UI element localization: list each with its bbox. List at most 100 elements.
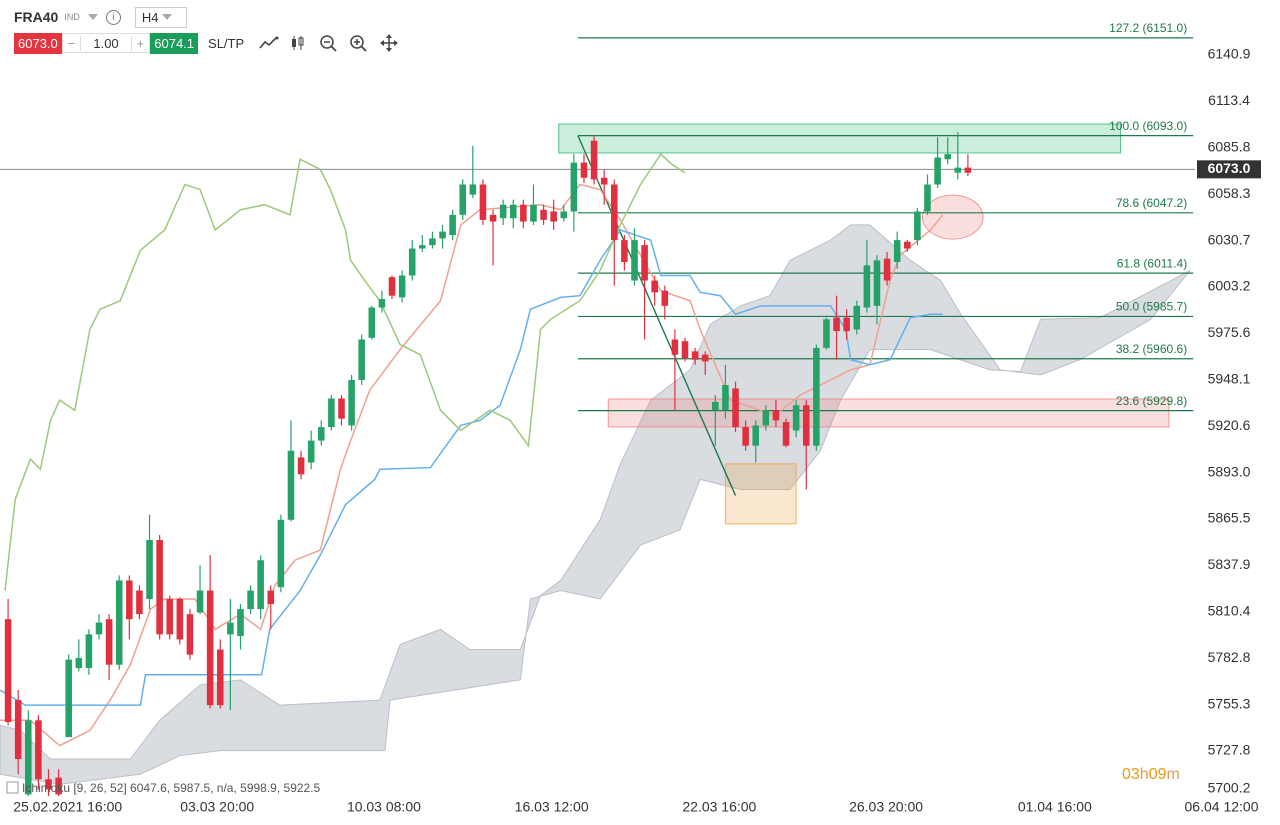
candle-body (216, 649, 224, 706)
candle-icon[interactable] (288, 34, 310, 52)
fib-level-label: 38.2 (5960.6) (1116, 342, 1187, 356)
candle-body (479, 184, 487, 220)
candle-body (742, 427, 749, 446)
indicator-line (0, 183, 944, 747)
candle-body (802, 405, 810, 446)
candle-body (813, 347, 820, 446)
x-tick-label: 10.03 08:00 (347, 799, 421, 815)
y-tick-label: 5727.8 (1208, 742, 1251, 758)
plot-area: 127.2 (6151.0) 100.0 (6093.0) 78.6 (6047.2… (0, 21, 1195, 796)
candle-body (914, 211, 921, 241)
candle-body (651, 280, 658, 293)
candle-body (136, 590, 143, 615)
timer-part: h (1140, 766, 1149, 783)
candle-body (196, 590, 204, 613)
x-tick-label: 22.03 16:00 (682, 799, 756, 815)
candle-body (65, 659, 72, 738)
candle-body (883, 258, 891, 281)
timeframe-select[interactable]: H4 (134, 6, 188, 28)
candle-body (166, 598, 174, 635)
zone-rect (607, 398, 1170, 428)
x-tick-label: 03.03 20:00 (180, 799, 254, 815)
candle-body (631, 240, 638, 281)
candle-body (459, 184, 467, 215)
zone-rect (724, 463, 797, 525)
candle-body (530, 204, 537, 222)
market: IND (64, 12, 80, 22)
toolbar-row: 6073.0 −1.00 + 6074.1 SL/TP (14, 32, 408, 54)
candle-body (691, 351, 699, 360)
candle-body (388, 277, 396, 296)
info-icon[interactable]: i (105, 9, 121, 25)
zoom-in[interactable] (348, 34, 370, 52)
candle-body (156, 540, 163, 635)
sltp-button[interactable]: SL/TP (208, 35, 245, 51)
symbol-dropdown[interactable] (87, 14, 98, 20)
timeframe-caret (162, 14, 173, 20)
candle-body (752, 425, 760, 446)
candle-body (611, 184, 618, 241)
fib-level-label: 127.2 (6151.0) (1109, 21, 1187, 35)
fib-level-label: 78.6 (6047.2) (1116, 196, 1187, 210)
y-tick-label: 5975.6 (1208, 324, 1251, 340)
pan-icon[interactable] (378, 34, 400, 52)
candle-body (924, 184, 931, 212)
timer-part: m (1167, 766, 1180, 783)
y-tick-label: 5865.5 (1208, 510, 1251, 526)
volume[interactable]: 1.00 (80, 35, 132, 51)
fib-level-label: 100.0 (6093.0) (1109, 119, 1187, 133)
candle-body (550, 211, 557, 222)
candle-body (4, 619, 12, 722)
candle-body (419, 245, 426, 249)
candle-body (348, 379, 355, 426)
candle-body (398, 275, 406, 298)
candle-body (45, 779, 52, 790)
candle-body (712, 401, 719, 411)
candle-body (641, 245, 648, 281)
indicator-legend: Ichimoku [9, 26, 52] 6047.6, 5987.5, n/a… (22, 781, 321, 795)
candle-body (489, 214, 497, 222)
axes: 5700.2 5727.8 5755.3 5782.8 5810.4 5837.9 5865… (6, 46, 1261, 815)
candle-body (823, 319, 830, 348)
candle-body (146, 540, 153, 599)
candle-body (843, 317, 850, 332)
candle-body (964, 167, 972, 173)
timeframe: H4 (141, 9, 159, 25)
ichimoku-cloud (0, 224, 1191, 785)
candle-body (732, 388, 739, 428)
candle-body (277, 519, 285, 588)
y-tick-label: 5893.0 (1208, 463, 1251, 479)
candle-body (833, 317, 840, 332)
candle-body (722, 385, 729, 411)
sell-button[interactable]: 6073.0 (14, 32, 62, 54)
timer-part: 09 (1149, 766, 1167, 783)
candle-body (540, 209, 547, 220)
candle-body (115, 580, 123, 665)
buy-button[interactable]: 6074.1 (150, 32, 199, 54)
candle-body (378, 299, 386, 308)
candle-body (55, 777, 62, 795)
candle-body (580, 162, 588, 178)
line-chart-icon[interactable] (258, 34, 280, 52)
y-tick-label: 5782.8 (1208, 649, 1251, 665)
candle-body (267, 590, 275, 605)
zoom-out[interactable] (318, 34, 340, 52)
toolbar: FRA40 IND i H4 6073.0 −1.00 + 6074.1 SL/T… (14, 6, 408, 54)
candle-body (14, 700, 22, 760)
candle-body (206, 590, 214, 706)
volume-input[interactable]: −1.00 + (61, 33, 151, 53)
candle-body (934, 157, 941, 185)
y-tick-label: 5700.2 (1208, 780, 1251, 796)
plus[interactable]: + (136, 35, 145, 51)
candle-timer: 03h09m (1122, 766, 1180, 783)
candle-body (105, 619, 113, 665)
y-tick-label: 6030.7 (1208, 231, 1251, 247)
y-tick-label: 6085.8 (1208, 138, 1251, 154)
candle-body (681, 341, 689, 359)
minus[interactable]: − (67, 35, 76, 51)
symbol[interactable]: FRA40 (14, 9, 59, 25)
last-price-label: 6073.0 (1208, 160, 1251, 176)
candle-body (782, 422, 790, 446)
